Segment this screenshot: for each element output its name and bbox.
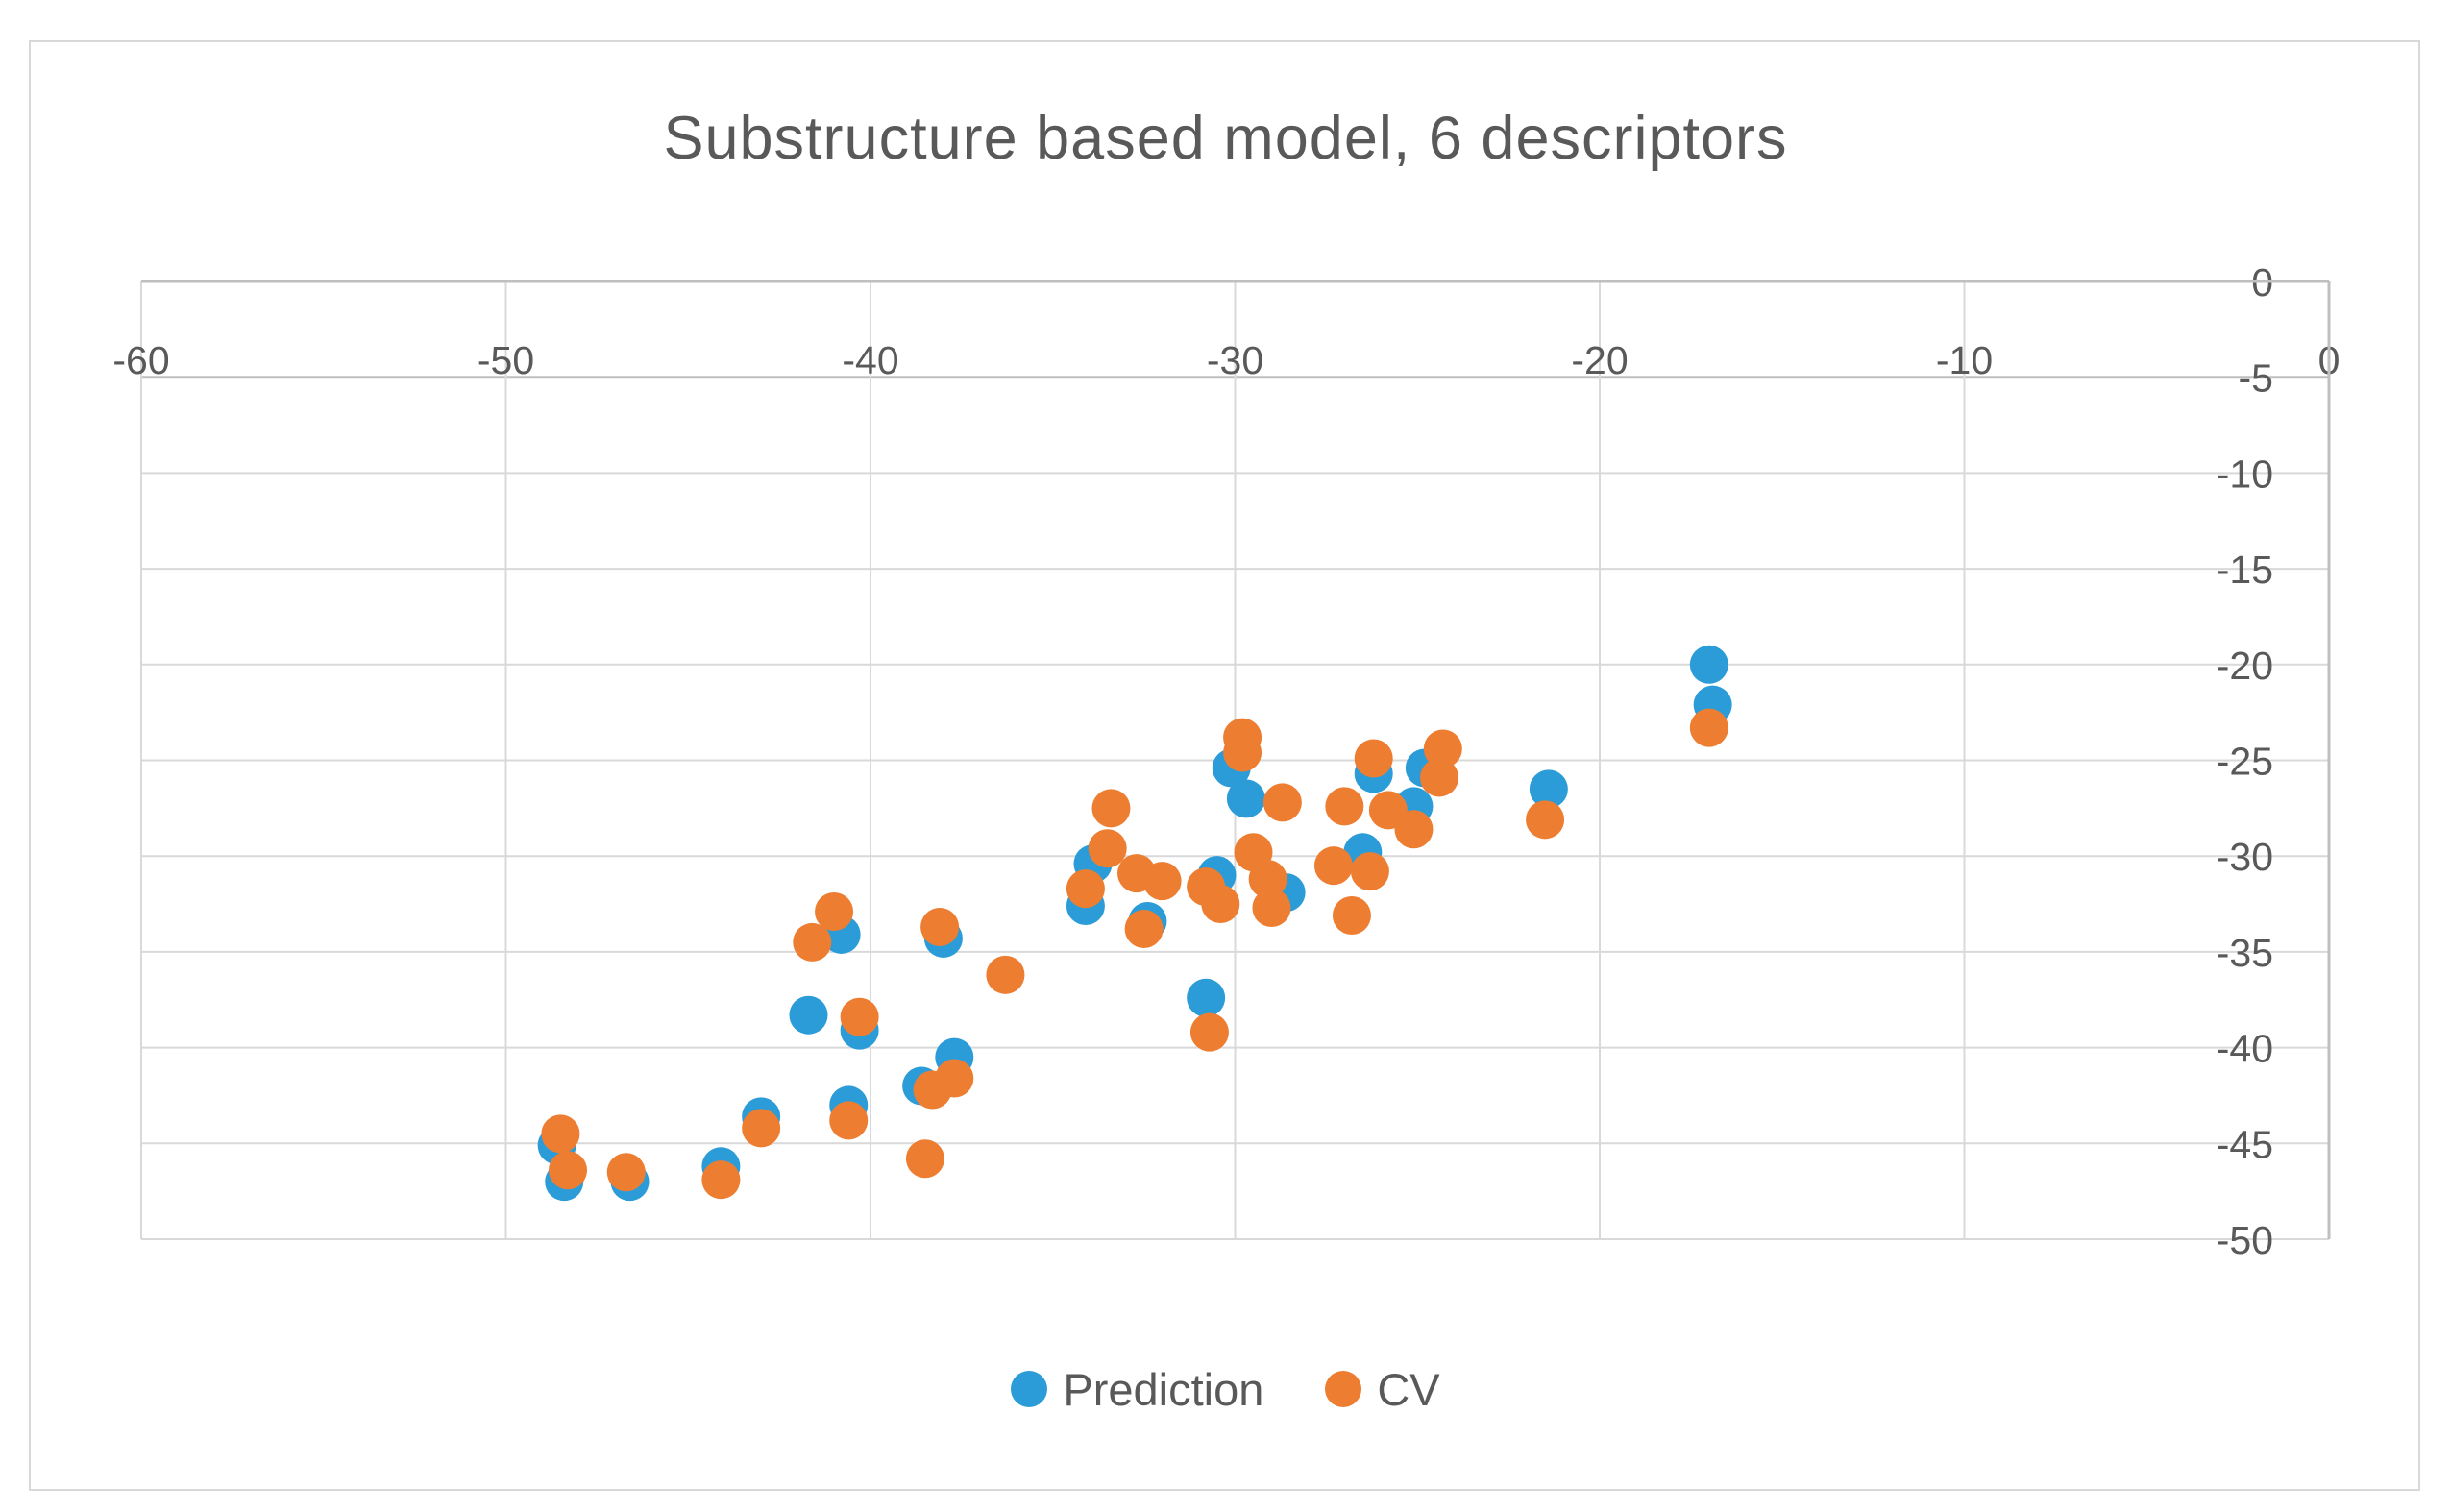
- legend-item-prediction: Prediction: [1011, 1363, 1263, 1416]
- cv-marker-icon: [1325, 1371, 1362, 1407]
- y-tick-label: -15: [2217, 548, 2273, 592]
- data-point-cv: [1354, 739, 1393, 778]
- y-tick-label: -20: [2217, 644, 2273, 688]
- data-point-cv: [1526, 800, 1565, 840]
- data-point-cv: [840, 997, 879, 1036]
- data-point-prediction: [1529, 769, 1568, 809]
- legend-label-prediction: Prediction: [1063, 1363, 1264, 1415]
- data-point-cv: [1091, 789, 1131, 828]
- data-point-cv: [1252, 889, 1291, 928]
- chart-legend: Prediction CV: [0, 1354, 2451, 1424]
- data-point-cv: [829, 1101, 869, 1140]
- chart-title: Substructure based model, 6 descriptors: [663, 105, 1788, 172]
- data-point-cv: [1394, 810, 1434, 849]
- data-point-prediction: [1226, 779, 1265, 818]
- data-point-cv: [549, 1151, 588, 1190]
- y-tick-label: -10: [2217, 451, 2273, 496]
- data-point-cv: [1189, 1012, 1229, 1052]
- x-tick-label: -30: [1207, 338, 1263, 382]
- y-tick-label: -35: [2217, 931, 2273, 975]
- data-point-cv: [1423, 729, 1462, 768]
- y-tick-label: -45: [2217, 1122, 2273, 1166]
- legend-label-cv: CV: [1377, 1363, 1440, 1415]
- data-point-cv: [1223, 733, 1262, 772]
- data-point-cv: [920, 907, 960, 946]
- data-point-cv: [1142, 862, 1182, 901]
- y-tick-label: -25: [2217, 740, 2273, 784]
- data-point-cv: [793, 922, 832, 962]
- data-point-cv: [815, 892, 854, 932]
- data-point-cv: [606, 1153, 646, 1192]
- data-point-cv: [1124, 909, 1164, 948]
- data-point-cv: [905, 1139, 944, 1179]
- data-point-cv: [1325, 787, 1364, 826]
- data-point-cv: [986, 955, 1025, 994]
- y-tick-label: -40: [2217, 1027, 2273, 1071]
- x-tick-label: -50: [478, 338, 534, 382]
- data-point-cv: [1248, 860, 1287, 899]
- data-point-cv: [1201, 885, 1240, 924]
- data-point-cv: [1350, 852, 1389, 891]
- data-point-cv: [1066, 869, 1105, 909]
- y-tick-label: -50: [2217, 1218, 2273, 1262]
- data-point-cv: [1262, 783, 1302, 822]
- data-point-prediction: [1689, 645, 1728, 684]
- data-point-cv: [701, 1160, 741, 1200]
- data-point-cv: [1332, 896, 1371, 936]
- y-tick-label: -5: [2239, 356, 2273, 401]
- data-point-cv: [742, 1109, 781, 1148]
- y-tick-label: -30: [2217, 835, 2273, 879]
- x-tick-label: -60: [112, 338, 169, 382]
- prediction-marker-icon: [1011, 1371, 1048, 1407]
- data-point-cv: [1088, 829, 1127, 868]
- data-point-prediction: [789, 995, 828, 1035]
- legend-item-cv: CV: [1325, 1363, 1440, 1416]
- data-point-cv: [913, 1070, 952, 1110]
- data-point-cv: [1689, 708, 1728, 747]
- data-point-cv: [541, 1114, 580, 1154]
- x-tick-label: -40: [842, 338, 898, 382]
- x-tick-label: -10: [1936, 338, 1993, 382]
- x-tick-label: -20: [1571, 338, 1628, 382]
- data-point-prediction: [1187, 978, 1226, 1017]
- data-point-cv: [1313, 846, 1353, 886]
- data-point-cv: [1420, 758, 1459, 797]
